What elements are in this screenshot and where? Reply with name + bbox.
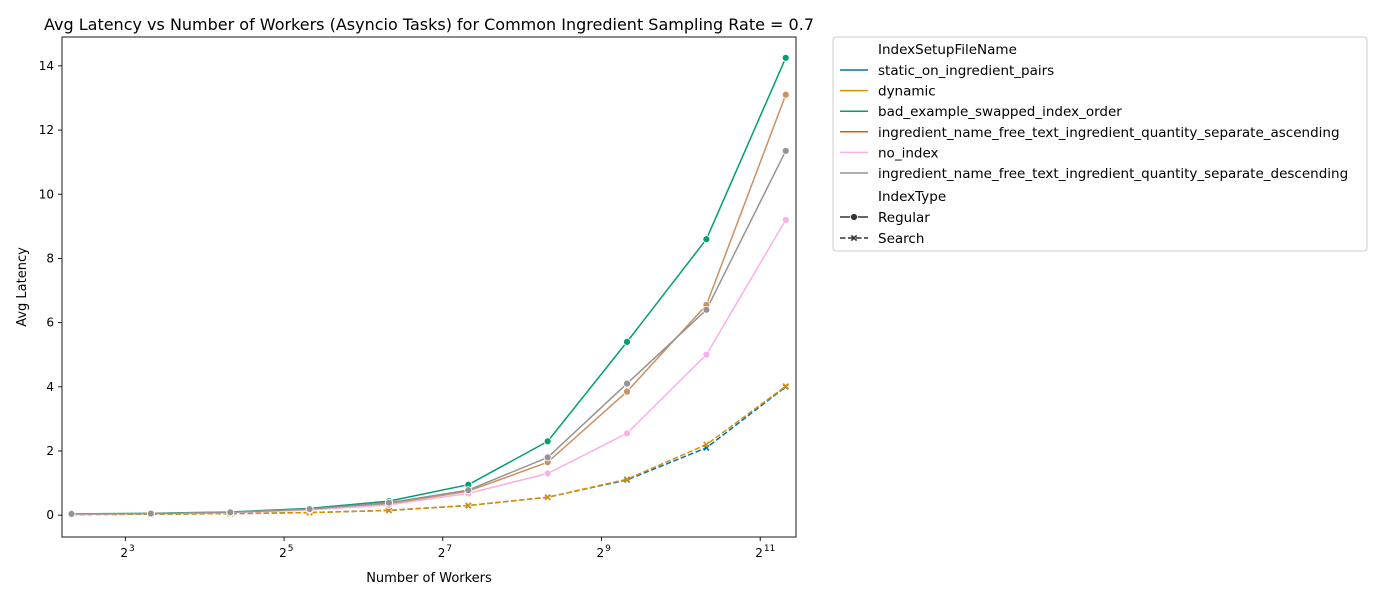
series-line-ingredient_name_free_text_ingredient_quantity_separate_descending — [71, 150, 787, 515]
legend-style-marker-Regular — [850, 213, 858, 221]
x-tick-label: 25 — [279, 544, 293, 560]
data-point-ingredient_name_free_text_ingredient_quantity_separate_descending — [543, 453, 552, 462]
data-point-no_index — [702, 350, 711, 359]
x-tick-label: 23 — [120, 544, 134, 560]
data-point-ingredient_name_free_text_ingredient_quantity_separate_descending — [623, 379, 631, 388]
y-axis-title: Avg Latency — [15, 247, 30, 327]
data-point-bad_example_swapped_index_order — [781, 53, 790, 62]
series-line-no_index — [71, 219, 787, 515]
x-axis-title: Number of Workers — [366, 571, 492, 586]
plot-area: 0 2 4 6 8 10 12 14 23 25 27 29 211 — [39, 36, 797, 560]
y-tick-label: 8 — [46, 251, 54, 265]
data-point-bad_example_swapped_index_order — [623, 337, 631, 346]
data-point-ingredient_name_free_text_ingredient_quantity_separate_descending — [147, 509, 155, 518]
y-tick-label: 4 — [46, 380, 54, 394]
data-point-ingredient_name_free_text_ingredient_quantity_separate_descending — [67, 509, 76, 518]
series-line-dynamic — [71, 385, 787, 516]
data-point-no_index — [543, 469, 552, 478]
data-point-dynamic — [385, 507, 393, 514]
data-point-no_index — [781, 216, 790, 224]
data-point-no_index — [623, 429, 631, 438]
x-tick-label: 27 — [438, 544, 452, 560]
data-point-ingredient_name_free_text_ingredient_quantity_separate_descending — [385, 498, 393, 507]
series-line-bad_example_swapped_index_order — [71, 57, 787, 515]
y-tick-label: 0 — [46, 508, 54, 522]
legend-style-title: IndexType — [878, 189, 946, 205]
data-point-ingredient_name_free_text_ingredient_quantity_separate_descending — [781, 147, 790, 155]
legend-style-label-Search: Search — [878, 231, 924, 247]
legend-label-bad_example_swapped_index_order: bad_example_swapped_index_order — [878, 104, 1122, 120]
legend-label-static_on_ingredient_pairs: static_on_ingredient_pairs — [878, 63, 1054, 79]
data-point-dynamic — [703, 441, 710, 448]
x-tick-exponent: 11 — [764, 544, 775, 554]
data-point-dynamic — [782, 383, 789, 390]
legend-label-dynamic: dynamic — [878, 84, 936, 100]
x-tick-exponent: 9 — [605, 544, 611, 554]
data-point-ingredient_name_free_text_ingredient_quantity_separate_ascending — [781, 90, 790, 99]
legend-style-label-Regular: Regular — [878, 210, 930, 226]
x-tick-exponent: 3 — [129, 544, 135, 554]
series-line-ingredient_name_free_text_ingredient_quantity_separate_ascending — [71, 94, 787, 515]
y-tick-label: 2 — [46, 444, 54, 458]
data-point-ingredient_name_free_text_ingredient_quantity_separate_descending — [305, 505, 314, 513]
chart-title: Avg Latency vs Number of Workers (Asynci… — [44, 15, 814, 34]
legend-label-no_index: no_index — [878, 145, 939, 161]
data-point-ingredient_name_free_text_ingredient_quantity_separate_descending — [226, 508, 235, 517]
data-point-ingredient_name_free_text_ingredient_quantity_separate_descending — [702, 305, 711, 314]
data-point-ingredient_name_free_text_ingredient_quantity_separate_descending — [464, 486, 473, 495]
y-tick-label: 14 — [39, 59, 54, 73]
legend-frame — [832, 36, 1368, 252]
y-tick-label: 12 — [39, 123, 54, 137]
x-tick-exponent: 5 — [288, 544, 294, 554]
data-point-dynamic — [623, 476, 631, 483]
data-point-ingredient_name_free_text_ingredient_quantity_separate_ascending — [623, 387, 631, 396]
y-tick-label: 10 — [39, 187, 54, 201]
data-point-dynamic — [544, 494, 551, 501]
data-point-bad_example_swapped_index_order — [702, 235, 711, 244]
legend-hue-title: IndexSetupFileName — [878, 42, 1017, 58]
x-tick-label: 211 — [755, 544, 775, 560]
data-point-bad_example_swapped_index_order — [543, 437, 552, 446]
legend-label-ingredient_name_free_text_ingredient_quantity_separate_descending: ingredient_name_free_text_ingredient_qua… — [878, 166, 1348, 182]
x-tick-label: 29 — [596, 544, 611, 560]
legend-label-ingredient_name_free_text_ingredient_quantity_separate_ascending: ingredient_name_free_text_ingredient_qua… — [878, 125, 1340, 141]
y-tick-label: 6 — [46, 316, 54, 330]
legend-style-marker-Search — [850, 234, 858, 242]
x-tick-exponent: 7 — [446, 544, 452, 554]
axes-frame — [61, 36, 797, 538]
series-line-static_on_ingredient_pairs — [71, 386, 787, 516]
legend: IndexSetupFileName static_on_ingredient_… — [832, 36, 1368, 252]
data-point-dynamic — [465, 502, 472, 509]
